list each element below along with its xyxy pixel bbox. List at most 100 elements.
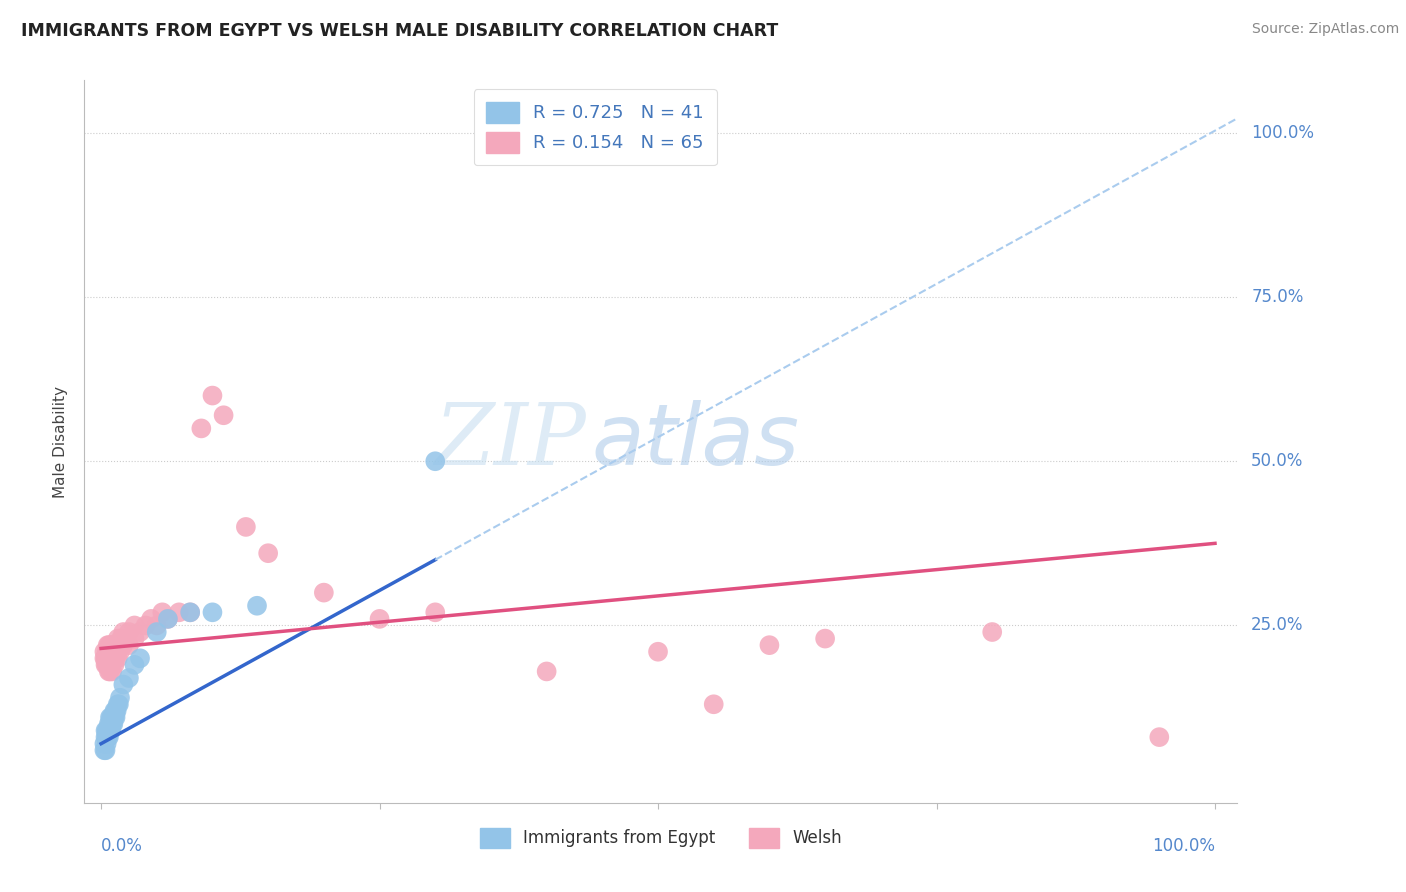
Point <box>98 710 121 724</box>
Point <box>129 625 152 640</box>
Point <box>93 737 115 751</box>
Point <box>103 651 125 665</box>
Point <box>814 632 837 646</box>
Point <box>124 618 146 632</box>
Point <box>201 605 224 619</box>
Point <box>100 717 122 731</box>
Point <box>97 651 120 665</box>
Point <box>124 657 146 672</box>
Point <box>150 605 173 619</box>
Point <box>93 651 115 665</box>
Text: IMMIGRANTS FROM EGYPT VS WELSH MALE DISABILITY CORRELATION CHART: IMMIGRANTS FROM EGYPT VS WELSH MALE DISA… <box>21 22 779 40</box>
Point <box>100 723 122 738</box>
Point <box>96 723 118 738</box>
Point <box>112 677 135 691</box>
Point <box>97 723 120 738</box>
Point <box>103 710 125 724</box>
Point <box>103 645 125 659</box>
Point <box>145 625 167 640</box>
Point <box>246 599 269 613</box>
Point <box>118 671 141 685</box>
Point <box>179 605 201 619</box>
Point <box>112 638 135 652</box>
Point <box>179 605 201 619</box>
Point <box>201 388 224 402</box>
Point <box>97 730 120 744</box>
Point <box>105 704 128 718</box>
Point <box>156 612 179 626</box>
Point <box>425 454 447 468</box>
Point <box>98 645 121 659</box>
Point <box>96 657 118 672</box>
Point <box>758 638 780 652</box>
Point <box>104 638 127 652</box>
Point <box>235 520 257 534</box>
Point <box>103 657 125 672</box>
Point <box>167 605 190 619</box>
Point <box>97 730 120 744</box>
Point <box>94 651 117 665</box>
Text: 100.0%: 100.0% <box>1152 838 1215 855</box>
Text: Source: ZipAtlas.com: Source: ZipAtlas.com <box>1251 22 1399 37</box>
Point <box>94 723 117 738</box>
Point <box>97 638 120 652</box>
Point <box>94 730 117 744</box>
Point <box>108 698 131 712</box>
Point <box>114 632 136 646</box>
Point <box>100 638 122 652</box>
Text: atlas: atlas <box>592 400 800 483</box>
Point <box>100 710 122 724</box>
Point <box>135 618 157 632</box>
Point <box>93 743 115 757</box>
Point <box>107 632 129 646</box>
Point <box>101 717 124 731</box>
Point <box>368 612 391 626</box>
Point <box>129 651 152 665</box>
Point <box>94 657 117 672</box>
Text: 25.0%: 25.0% <box>1251 616 1303 634</box>
Point <box>118 625 141 640</box>
Point <box>103 717 125 731</box>
Text: 100.0%: 100.0% <box>1251 124 1315 142</box>
Point <box>97 665 120 679</box>
Y-axis label: Male Disability: Male Disability <box>53 385 69 498</box>
Point <box>101 651 124 665</box>
Point <box>96 730 118 744</box>
Point <box>100 651 122 665</box>
Point <box>96 651 118 665</box>
Point <box>536 665 558 679</box>
Point <box>1149 730 1171 744</box>
Point <box>97 638 120 652</box>
Point <box>100 657 122 672</box>
Point <box>97 657 120 672</box>
Point <box>145 618 167 632</box>
Point <box>98 651 121 665</box>
Point <box>118 638 141 652</box>
Point <box>93 645 115 659</box>
Point <box>96 737 118 751</box>
Legend: Immigrants from Egypt, Welsh: Immigrants from Egypt, Welsh <box>471 820 851 856</box>
Point <box>97 717 120 731</box>
Text: 50.0%: 50.0% <box>1251 452 1303 470</box>
Point <box>98 723 121 738</box>
Point <box>101 710 124 724</box>
Point <box>108 645 131 659</box>
Point <box>105 645 128 659</box>
Point <box>108 690 131 705</box>
Point <box>312 585 335 599</box>
Point <box>107 698 129 712</box>
Point <box>108 638 131 652</box>
Point <box>110 632 132 646</box>
Point <box>156 612 179 626</box>
Point <box>212 409 235 423</box>
Text: ZIP: ZIP <box>434 401 586 483</box>
Point <box>103 638 125 652</box>
Point <box>97 723 120 738</box>
Point <box>103 710 125 724</box>
Point <box>103 704 125 718</box>
Point <box>104 704 127 718</box>
Point <box>101 645 124 659</box>
Point <box>107 651 129 665</box>
Point <box>98 665 121 679</box>
Point <box>190 421 212 435</box>
